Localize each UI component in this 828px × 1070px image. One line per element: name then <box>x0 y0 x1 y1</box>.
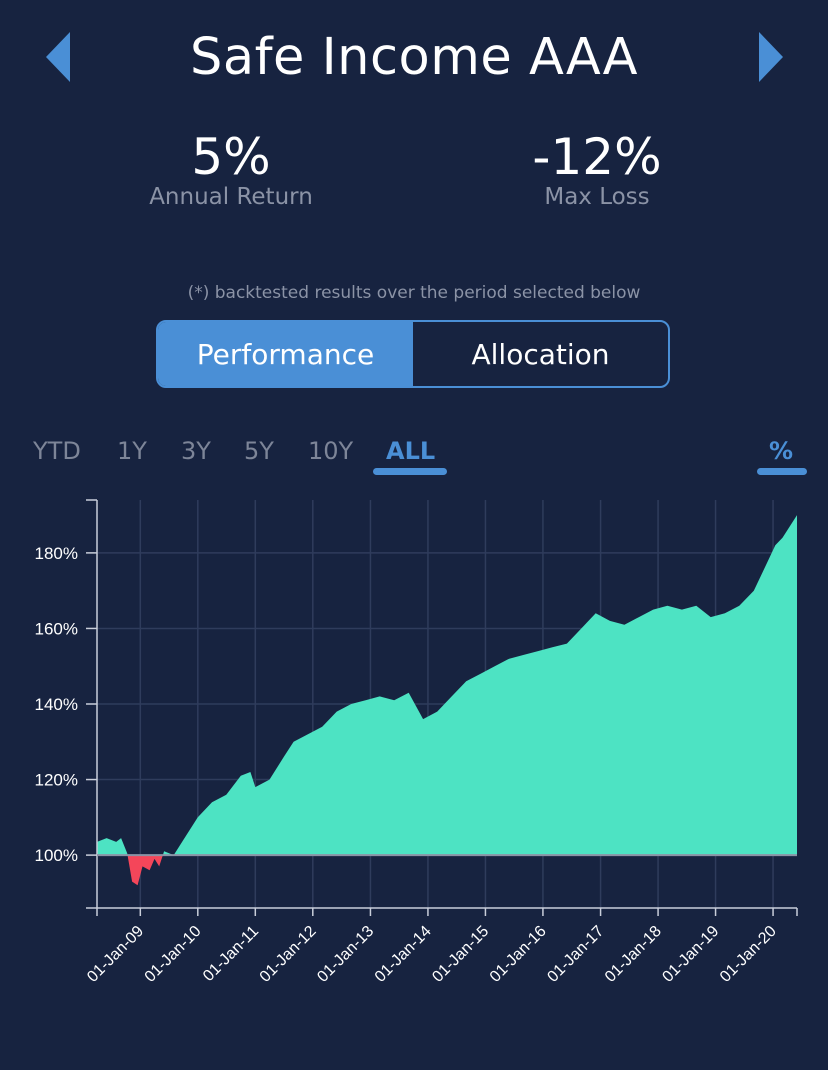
tab-allocation[interactable]: Allocation <box>471 337 610 371</box>
x-tick-label: 01-Jan-13 <box>314 923 377 986</box>
annual-return-value: 5% <box>191 128 271 186</box>
y-tick-label: 120% <box>35 771 78 790</box>
loss-area <box>127 855 163 886</box>
tab-performance[interactable]: Performance <box>158 322 413 386</box>
y-tick-label: 160% <box>35 619 78 638</box>
x-tick-label: 01-Jan-11 <box>200 923 262 985</box>
x-tick-label: 01-Jan-20 <box>717 923 780 986</box>
annual-return-label: Annual Return <box>149 184 313 210</box>
period-3y[interactable]: 3Y <box>181 437 211 465</box>
performance-chart: 100%120%140%160%180%01-Jan-0901-Jan-1001… <box>35 499 798 986</box>
period-selector: YTD 1Y 3Y 5Y 10Y ALL % <box>0 437 828 487</box>
period-1y[interactable]: 1Y <box>117 437 147 465</box>
period-all[interactable]: ALL <box>386 437 436 465</box>
annual-return-stat: 5% Annual Return <box>81 128 381 210</box>
x-tick-label: 01-Jan-18 <box>602 923 665 986</box>
x-tick-label: 01-Jan-19 <box>659 923 722 986</box>
x-tick-label: 01-Jan-10 <box>142 923 205 986</box>
y-tick-label: 140% <box>35 695 78 714</box>
gain-area <box>97 515 797 856</box>
percent-toggle-underline <box>757 468 807 475</box>
period-all-underline <box>373 468 447 475</box>
backtest-note: (*) backtested results over the period s… <box>187 283 641 303</box>
x-tick-label: 01-Jan-12 <box>257 923 320 986</box>
chart-axes <box>86 499 798 916</box>
period-5y[interactable]: 5Y <box>244 437 274 465</box>
period-10y[interactable]: 10Y <box>308 437 354 465</box>
x-tick-label: 01-Jan-16 <box>487 923 550 986</box>
max-loss-value: -12% <box>532 128 662 186</box>
x-tick-label: 01-Jan-14 <box>372 923 435 986</box>
x-tick-label: 01-Jan-17 <box>544 923 607 986</box>
previous-portfolio-arrow-icon[interactable] <box>46 32 70 82</box>
view-segmented-control: Performance Allocation <box>156 320 670 388</box>
portfolio-title: Safe Income AAA <box>189 28 639 87</box>
chart-areas <box>97 515 797 886</box>
x-tick-label: 01-Jan-09 <box>84 923 147 986</box>
percent-unit-toggle[interactable]: % <box>769 437 794 465</box>
next-portfolio-arrow-icon[interactable] <box>759 32 783 82</box>
period-ytd[interactable]: YTD <box>33 437 81 465</box>
y-tick-label: 180% <box>35 544 78 563</box>
max-loss-label: Max Loss <box>544 184 650 210</box>
y-tick-label: 100% <box>35 846 78 865</box>
x-tick-label: 01-Jan-15 <box>429 923 492 986</box>
max-loss-stat: -12% Max Loss <box>447 128 747 210</box>
